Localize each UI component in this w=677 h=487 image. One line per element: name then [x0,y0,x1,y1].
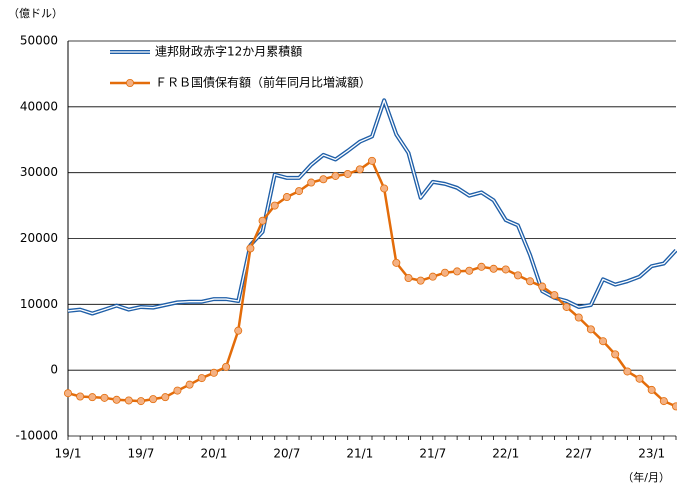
y-tick-label: 0 [50,363,58,377]
marker [526,277,535,286]
marker [173,386,182,395]
marker [586,325,595,334]
marker [428,272,437,281]
marker [404,273,413,282]
x-tick-label: 19/7 [127,447,154,461]
marker [331,171,340,180]
y-tick-label: 30000 [20,165,58,179]
marker [416,276,425,285]
marker [343,169,352,178]
legend-label: 連邦財政赤字12か月累積額 [155,44,302,59]
marker [246,244,255,253]
x-tick-label: 20/7 [273,447,300,461]
marker [234,326,243,335]
marker [355,165,364,174]
marker [209,368,218,377]
marker [635,374,644,383]
marker [307,178,316,187]
y-tick-label: 10000 [20,297,58,311]
marker [672,402,677,411]
marker [453,267,462,276]
marker [282,193,291,202]
marker [185,380,194,389]
x-tick-label: 21/1 [346,447,373,461]
marker [319,175,328,184]
marker [161,393,170,402]
marker [112,395,121,404]
marker [64,389,73,398]
marker [367,156,376,165]
line [67,159,677,408]
marker [76,392,85,401]
x-tick-label: 20/1 [200,447,227,461]
y-tick-label: 50000 [20,34,58,48]
line [67,98,677,316]
x-tick-label: 22/7 [565,447,592,461]
marker [550,291,559,300]
x-tick-label: 23/1 [638,447,665,461]
marker [465,266,474,275]
y-tick-label: -10000 [15,429,58,443]
line-inner [67,99,677,315]
legend-marker [126,79,135,88]
marker [258,216,267,225]
marker [538,282,547,291]
y-tick-label: 20000 [20,231,58,245]
marker [100,393,109,402]
x-tick-label: 19/1 [55,447,82,461]
marker [647,385,656,394]
marker [270,201,279,210]
marker [562,302,571,311]
x-tick-label: 21/7 [419,447,446,461]
marker [440,268,449,277]
marker [574,313,583,322]
marker [611,350,620,359]
marker [501,265,510,274]
marker [149,395,158,404]
marker [599,337,608,346]
marker [477,262,486,271]
marker [295,187,304,196]
marker [489,264,498,273]
marker [392,258,401,267]
marker [88,393,97,402]
marker [222,362,231,371]
x-unit-label: （年/月） [622,470,670,484]
y-tick-label: 40000 [20,99,58,113]
marker [197,374,206,383]
marker [136,397,145,406]
legend-label: ＦＲＢ国債保有額（前年同月比増減額） [155,75,371,90]
marker [623,367,632,376]
y-unit-label: （億ドル） [8,7,63,20]
marker [380,184,389,193]
x-tick-label: 22/1 [492,447,519,461]
marker [124,396,133,405]
marker [659,397,668,406]
marker [513,271,522,280]
